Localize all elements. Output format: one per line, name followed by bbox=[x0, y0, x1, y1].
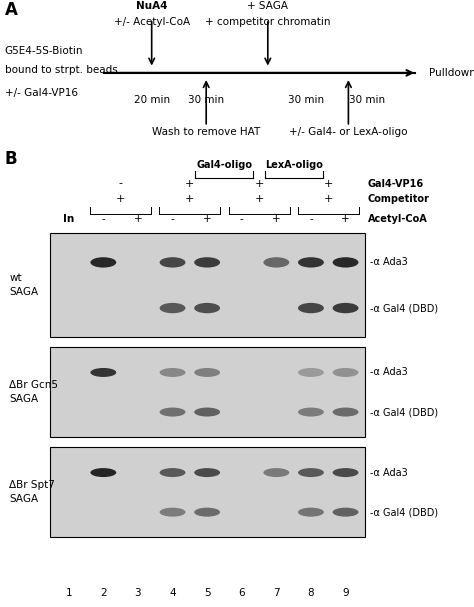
Text: 8: 8 bbox=[308, 588, 314, 598]
Bar bbox=[50, 347, 365, 437]
Text: -α Gal4 (DBD): -α Gal4 (DBD) bbox=[370, 303, 438, 313]
Text: 5: 5 bbox=[204, 588, 210, 598]
Text: + competitor chromatin: + competitor chromatin bbox=[205, 18, 330, 27]
Ellipse shape bbox=[160, 468, 185, 477]
Ellipse shape bbox=[194, 507, 220, 517]
Text: +/- Gal4- or LexA-oligo: +/- Gal4- or LexA-oligo bbox=[289, 127, 408, 137]
Text: -α Gal4 (DBD): -α Gal4 (DBD) bbox=[370, 507, 438, 517]
Text: 9: 9 bbox=[342, 588, 349, 598]
Text: +: + bbox=[185, 194, 194, 204]
Ellipse shape bbox=[298, 368, 324, 377]
Text: G5E4-5S-Biotin: G5E4-5S-Biotin bbox=[5, 46, 83, 56]
Text: 30 min: 30 min bbox=[188, 95, 224, 104]
Ellipse shape bbox=[298, 257, 324, 268]
Text: -α Ada3: -α Ada3 bbox=[370, 257, 408, 268]
Text: 2: 2 bbox=[100, 588, 107, 598]
Ellipse shape bbox=[264, 257, 289, 268]
Text: ΔBr Spt7: ΔBr Spt7 bbox=[9, 481, 55, 490]
Text: LexA-oligo: LexA-oligo bbox=[264, 160, 323, 171]
Text: +: + bbox=[134, 214, 142, 225]
Ellipse shape bbox=[194, 257, 220, 268]
Ellipse shape bbox=[194, 468, 220, 477]
Text: 30 min: 30 min bbox=[288, 95, 324, 104]
Text: SAGA: SAGA bbox=[9, 394, 38, 404]
Text: +: + bbox=[255, 178, 264, 189]
Ellipse shape bbox=[298, 468, 324, 477]
Text: 20 min: 20 min bbox=[134, 95, 170, 104]
Text: Gal4-oligo: Gal4-oligo bbox=[196, 160, 253, 171]
Text: A: A bbox=[5, 1, 18, 19]
Ellipse shape bbox=[160, 368, 185, 377]
Text: 1: 1 bbox=[65, 588, 72, 598]
Text: -: - bbox=[309, 214, 313, 225]
Ellipse shape bbox=[333, 257, 358, 268]
Ellipse shape bbox=[264, 468, 289, 477]
Text: +: + bbox=[185, 178, 194, 189]
Text: +: + bbox=[203, 214, 211, 225]
Text: SAGA: SAGA bbox=[9, 494, 38, 504]
Ellipse shape bbox=[194, 407, 220, 416]
Ellipse shape bbox=[194, 303, 220, 313]
Ellipse shape bbox=[333, 468, 358, 477]
Text: B: B bbox=[5, 151, 18, 168]
Text: -: - bbox=[118, 178, 123, 189]
Ellipse shape bbox=[333, 507, 358, 517]
Text: In: In bbox=[63, 214, 74, 225]
Text: SAGA: SAGA bbox=[9, 287, 38, 297]
Text: NuA4: NuA4 bbox=[136, 1, 167, 12]
Ellipse shape bbox=[298, 303, 324, 313]
Ellipse shape bbox=[298, 507, 324, 517]
Text: +: + bbox=[324, 178, 333, 189]
Text: +/- Gal4-VP16: +/- Gal4-VP16 bbox=[5, 88, 78, 98]
Ellipse shape bbox=[160, 507, 185, 517]
Text: 30 min: 30 min bbox=[349, 95, 385, 104]
Text: Acetyl-CoA: Acetyl-CoA bbox=[368, 214, 428, 225]
Bar bbox=[50, 233, 365, 337]
Ellipse shape bbox=[160, 407, 185, 416]
Text: -α Ada3: -α Ada3 bbox=[370, 367, 408, 378]
Text: Wash to remove HAT: Wash to remove HAT bbox=[152, 127, 260, 137]
Ellipse shape bbox=[160, 257, 185, 268]
Ellipse shape bbox=[91, 368, 116, 377]
Ellipse shape bbox=[298, 407, 324, 416]
Ellipse shape bbox=[194, 368, 220, 377]
Ellipse shape bbox=[333, 303, 358, 313]
Text: +: + bbox=[341, 214, 350, 225]
Ellipse shape bbox=[333, 368, 358, 377]
Text: -α Gal4 (DBD): -α Gal4 (DBD) bbox=[370, 407, 438, 417]
Text: +: + bbox=[272, 214, 281, 225]
Text: -α Ada3: -α Ada3 bbox=[370, 467, 408, 478]
Text: -: - bbox=[240, 214, 244, 225]
Text: +: + bbox=[324, 194, 333, 204]
Text: ΔBr Gcn5: ΔBr Gcn5 bbox=[9, 381, 58, 390]
Text: +/- Acetyl-CoA: +/- Acetyl-CoA bbox=[114, 18, 190, 27]
Ellipse shape bbox=[333, 407, 358, 416]
Text: +: + bbox=[116, 194, 125, 204]
Text: Pulldown and western: Pulldown and western bbox=[429, 68, 474, 78]
Text: 3: 3 bbox=[135, 588, 141, 598]
Text: Competitor: Competitor bbox=[368, 194, 430, 204]
Text: 6: 6 bbox=[238, 588, 245, 598]
Text: -: - bbox=[171, 214, 174, 225]
Text: bound to strpt. beads: bound to strpt. beads bbox=[5, 65, 118, 75]
Text: + SAGA: + SAGA bbox=[247, 1, 288, 12]
Text: Gal4-VP16: Gal4-VP16 bbox=[368, 178, 424, 189]
Text: -: - bbox=[101, 214, 105, 225]
Text: wt: wt bbox=[9, 273, 22, 283]
Text: 7: 7 bbox=[273, 588, 280, 598]
Ellipse shape bbox=[160, 303, 185, 313]
Ellipse shape bbox=[91, 468, 116, 477]
Text: +: + bbox=[255, 194, 264, 204]
Text: 4: 4 bbox=[169, 588, 176, 598]
Bar bbox=[50, 447, 365, 537]
Ellipse shape bbox=[91, 257, 116, 268]
